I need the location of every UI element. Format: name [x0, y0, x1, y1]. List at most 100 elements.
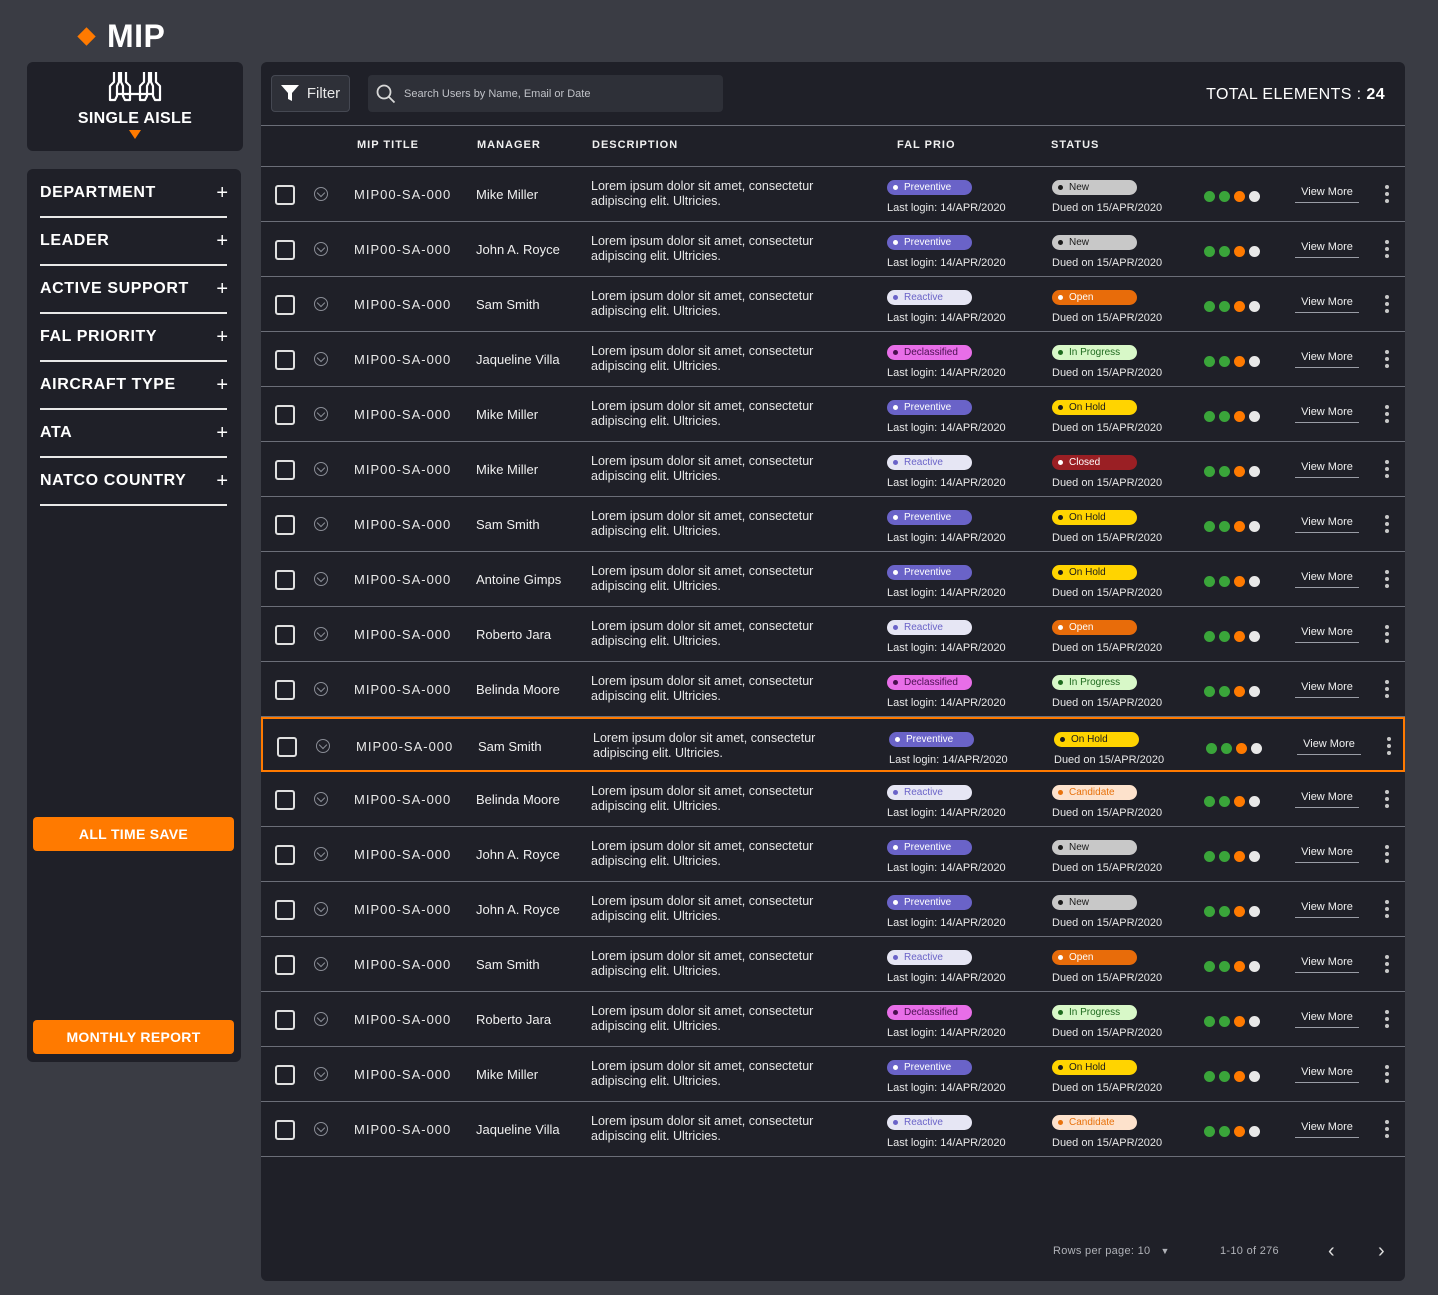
- view-more-button[interactable]: View More: [1295, 844, 1359, 863]
- facet-active-support[interactable]: ACTIVE SUPPORT +: [40, 266, 228, 314]
- view-more-button[interactable]: View More: [1295, 679, 1359, 698]
- facet-aircraft-type[interactable]: AIRCRAFT TYPE +: [40, 362, 228, 410]
- kebab-menu-icon[interactable]: [1385, 680, 1389, 698]
- view-more-button[interactable]: View More: [1297, 736, 1361, 755]
- view-more-button[interactable]: View More: [1295, 294, 1359, 313]
- plus-icon[interactable]: +: [216, 421, 228, 444]
- plus-icon[interactable]: +: [216, 325, 228, 348]
- view-more-button[interactable]: View More: [1295, 239, 1359, 258]
- view-more-button[interactable]: View More: [1295, 899, 1359, 918]
- plus-icon[interactable]: +: [216, 277, 228, 300]
- table-row[interactable]: MIP00-SA-000 Mike Miller Lorem ipsum dolor…: [261, 167, 1405, 222]
- all-time-save-button[interactable]: ALL TIME SAVE: [33, 817, 234, 851]
- col-status[interactable]: STATUS: [1051, 139, 1100, 151]
- view-more-button[interactable]: View More: [1295, 1119, 1359, 1138]
- row-checkbox[interactable]: [275, 295, 295, 315]
- expand-chevron-icon[interactable]: [314, 1012, 328, 1026]
- kebab-menu-icon[interactable]: [1385, 350, 1389, 368]
- kebab-menu-icon[interactable]: [1385, 515, 1389, 533]
- plus-icon[interactable]: +: [216, 469, 228, 492]
- kebab-menu-icon[interactable]: [1385, 460, 1389, 478]
- kebab-menu-icon[interactable]: [1385, 240, 1389, 258]
- row-checkbox[interactable]: [275, 570, 295, 590]
- expand-chevron-icon[interactable]: [314, 957, 328, 971]
- row-checkbox[interactable]: [275, 240, 295, 260]
- expand-chevron-icon[interactable]: [314, 627, 328, 641]
- view-more-button[interactable]: View More: [1295, 954, 1359, 973]
- expand-chevron-icon[interactable]: [314, 902, 328, 916]
- row-checkbox[interactable]: [275, 405, 295, 425]
- col-manager[interactable]: MANAGER: [477, 139, 541, 151]
- search-input[interactable]: Search Users by Name, Email or Date: [368, 75, 723, 112]
- expand-chevron-icon[interactable]: [314, 462, 328, 476]
- plus-icon[interactable]: +: [216, 373, 228, 396]
- kebab-menu-icon[interactable]: [1385, 185, 1389, 203]
- expand-chevron-icon[interactable]: [314, 682, 328, 696]
- view-more-button[interactable]: View More: [1295, 514, 1359, 533]
- kebab-menu-icon[interactable]: [1385, 570, 1389, 588]
- kebab-menu-icon[interactable]: [1385, 295, 1389, 313]
- expand-chevron-icon[interactable]: [314, 352, 328, 366]
- table-row[interactable]: MIP00-SA-000 Belinda Moore Lorem ipsum dol…: [261, 772, 1405, 827]
- table-row[interactable]: MIP00-SA-000 Jaqueline Villa Lorem ipsum d…: [261, 1102, 1405, 1157]
- kebab-menu-icon[interactable]: [1385, 1010, 1389, 1028]
- row-checkbox[interactable]: [275, 1065, 295, 1085]
- table-row[interactable]: MIP00-SA-000 Sam Smith Lorem ipsum dolor s…: [261, 717, 1405, 772]
- table-row[interactable]: MIP00-SA-000 John A. Royce Lorem ipsum dol…: [261, 222, 1405, 277]
- col-description[interactable]: DESCRIPTION: [592, 139, 679, 151]
- row-checkbox[interactable]: [275, 680, 295, 700]
- col-mip-title[interactable]: MIP TITLE: [357, 139, 419, 151]
- col-fal-prio[interactable]: FAL PRIO: [897, 139, 956, 151]
- facet-ata[interactable]: ATA +: [40, 410, 228, 458]
- expand-chevron-icon[interactable]: [314, 297, 328, 311]
- rows-per-page[interactable]: Rows per page: 10 ▼: [1053, 1245, 1170, 1257]
- row-checkbox[interactable]: [275, 955, 295, 975]
- expand-chevron-icon[interactable]: [314, 847, 328, 861]
- table-row[interactable]: MIP00-SA-000 John A. Royce Lorem ipsum dol…: [261, 882, 1405, 937]
- view-more-button[interactable]: View More: [1295, 1009, 1359, 1028]
- table-row[interactable]: MIP00-SA-000 Antoine Gimps Lorem ipsum dol…: [261, 552, 1405, 607]
- kebab-menu-icon[interactable]: [1387, 737, 1391, 755]
- table-row[interactable]: MIP00-SA-000 Roberto Jara Lorem ipsum dolo…: [261, 607, 1405, 662]
- expand-chevron-icon[interactable]: [314, 572, 328, 586]
- kebab-menu-icon[interactable]: [1385, 405, 1389, 423]
- aircraft-selector[interactable]: SINGLE AISLE: [27, 62, 243, 151]
- plus-icon[interactable]: +: [216, 229, 228, 252]
- kebab-menu-icon[interactable]: [1385, 625, 1389, 643]
- table-row[interactable]: MIP00-SA-000 Sam Smith Lorem ipsum dolor s…: [261, 277, 1405, 332]
- row-checkbox[interactable]: [275, 515, 295, 535]
- facet-department[interactable]: DEPARTMENT +: [40, 170, 228, 218]
- view-more-button[interactable]: View More: [1295, 459, 1359, 478]
- table-row[interactable]: MIP00-SA-000 Mike Miller Lorem ipsum dolor…: [261, 442, 1405, 497]
- expand-chevron-icon[interactable]: [314, 1122, 328, 1136]
- table-row[interactable]: MIP00-SA-000 Jaqueline Villa Lorem ipsum d…: [261, 332, 1405, 387]
- table-row[interactable]: MIP00-SA-000 Roberto Jara Lorem ipsum dolo…: [261, 992, 1405, 1047]
- facet-leader[interactable]: LEADER +: [40, 218, 228, 266]
- facet-fal-priority[interactable]: FAL PRIORITY +: [40, 314, 228, 362]
- next-page-icon[interactable]: ›: [1378, 1240, 1385, 1262]
- kebab-menu-icon[interactable]: [1385, 1065, 1389, 1083]
- table-row[interactable]: MIP00-SA-000 Belinda Moore Lorem ipsum dol…: [261, 662, 1405, 717]
- kebab-menu-icon[interactable]: [1385, 1120, 1389, 1138]
- kebab-menu-icon[interactable]: [1385, 955, 1389, 973]
- row-checkbox[interactable]: [275, 625, 295, 645]
- expand-chevron-icon[interactable]: [314, 242, 328, 256]
- view-more-button[interactable]: View More: [1295, 569, 1359, 588]
- view-more-button[interactable]: View More: [1295, 404, 1359, 423]
- table-row[interactable]: MIP00-SA-000 Sam Smith Lorem ipsum dolor s…: [261, 497, 1405, 552]
- kebab-menu-icon[interactable]: [1385, 790, 1389, 808]
- table-row[interactable]: MIP00-SA-000 John A. Royce Lorem ipsum dol…: [261, 827, 1405, 882]
- view-more-button[interactable]: View More: [1295, 184, 1359, 203]
- expand-chevron-icon[interactable]: [316, 739, 330, 753]
- row-checkbox[interactable]: [275, 460, 295, 480]
- row-checkbox[interactable]: [275, 900, 295, 920]
- view-more-button[interactable]: View More: [1295, 789, 1359, 808]
- view-more-button[interactable]: View More: [1295, 349, 1359, 368]
- expand-chevron-icon[interactable]: [314, 187, 328, 201]
- view-more-button[interactable]: View More: [1295, 624, 1359, 643]
- table-row[interactable]: MIP00-SA-000 Mike Miller Lorem ipsum dolor…: [261, 1047, 1405, 1102]
- kebab-menu-icon[interactable]: [1385, 900, 1389, 918]
- filter-button[interactable]: Filter: [271, 75, 350, 112]
- facet-natco-country[interactable]: NATCO COUNTRY +: [40, 458, 228, 506]
- row-checkbox[interactable]: [275, 1010, 295, 1030]
